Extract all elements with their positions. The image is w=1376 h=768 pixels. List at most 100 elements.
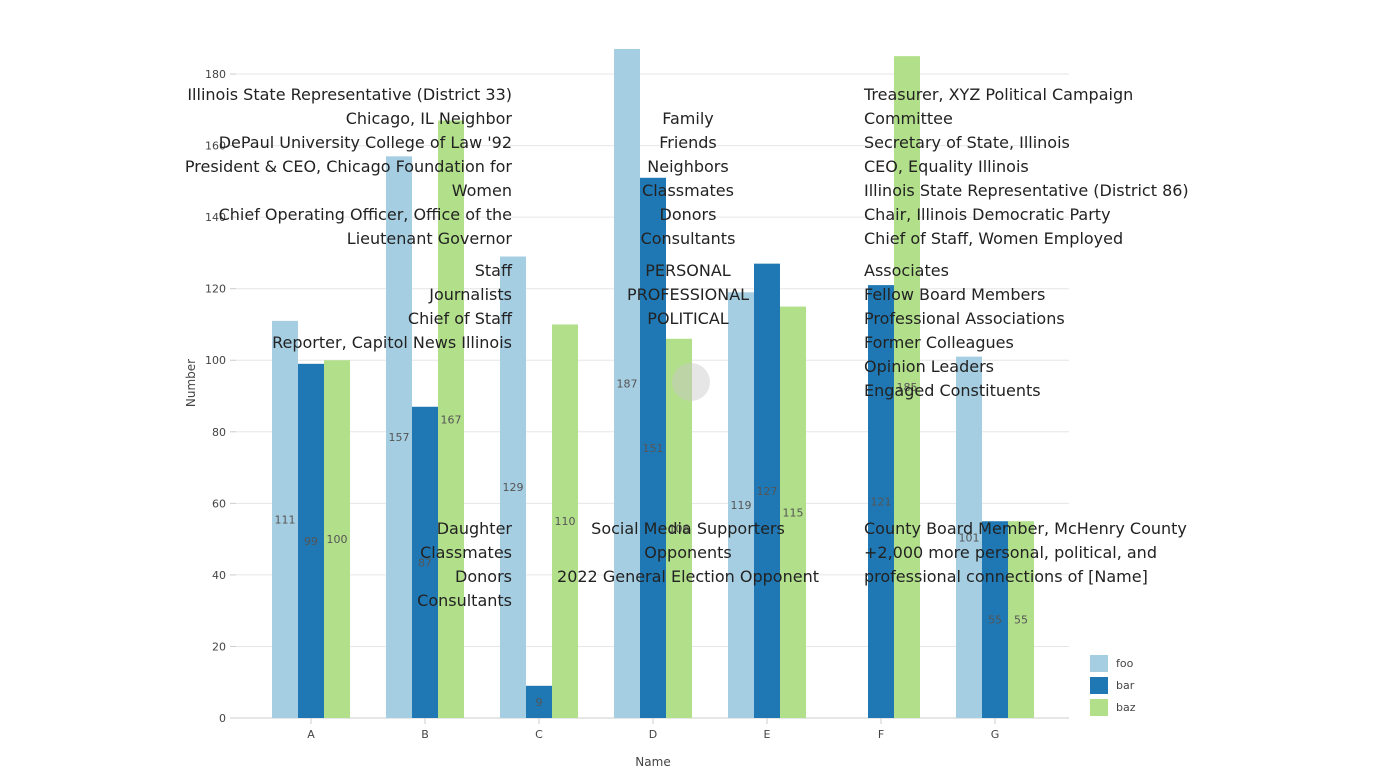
- data-label: 187: [617, 378, 638, 391]
- x-tick-label: D: [649, 728, 657, 741]
- data-label: 119: [731, 499, 752, 512]
- overlay-group: Staff Journalists Chief of Staff Reporter, …: [172, 259, 512, 355]
- overlay-line: Chair, Illinois Democratic Party: [864, 205, 1111, 224]
- overlay-line: DePaul University College of Law '92: [218, 133, 512, 152]
- bar-foo-D: [614, 49, 640, 718]
- x-tick-label: A: [307, 728, 315, 741]
- legend-label-bar[interactable]: bar: [1116, 679, 1135, 692]
- data-label: 151: [643, 442, 664, 455]
- overlay-line: Opinion Leaders: [864, 357, 994, 376]
- bar-bar-B: [412, 406, 438, 718]
- bar-bar-F: [868, 285, 894, 718]
- overlay-line: Professional Associations: [864, 309, 1065, 328]
- bar-baz-F: [894, 56, 920, 718]
- overlay-line: PERSONAL: [645, 261, 731, 280]
- y-tick-label: 0: [219, 712, 226, 725]
- overlay-line: CEO, Equality Illinois: [864, 157, 1029, 176]
- bar-foo-E: [728, 292, 754, 718]
- y-axis: 0 20 40 60 80 100 120 140 160 180: [205, 68, 236, 725]
- overlay-line: Friends: [659, 133, 717, 152]
- bar-bar-D: [640, 177, 666, 718]
- y-tick-label: 100: [205, 354, 226, 367]
- y-tick-label: 120: [205, 283, 226, 296]
- overlay-line: County Board Member, McHenry County: [864, 519, 1187, 538]
- overlay-line: Chief Operating Officer, Office of the L…: [218, 205, 512, 248]
- overlay-line: POLITICAL: [647, 309, 729, 328]
- overlay-group: Treasurer, XYZ Political Campaign Commit…: [864, 83, 1204, 251]
- x-axis-title: Name: [635, 755, 670, 768]
- overlay-line: Neighbors: [647, 157, 729, 176]
- overlay-line: Engaged Constituents: [864, 381, 1041, 400]
- data-label: 121: [871, 496, 892, 509]
- data-label: 167: [441, 413, 462, 426]
- overlay-top-center: Family Friends Neighbors Classmates Donors Co…: [568, 107, 808, 339]
- legend: foo bar baz: [1090, 655, 1136, 716]
- overlay-group: Social Media Supporters Opponents 2022 Gen…: [548, 517, 828, 589]
- bar-foo-C: [500, 256, 526, 718]
- overlay-line: Reporter, Capitol News Illinois: [272, 333, 512, 352]
- overlay-bottom-right: County Board Member, McHenry County +2,00…: [864, 517, 1204, 597]
- overlay-top-right: Treasurer, XYZ Political Campaign Commit…: [864, 83, 1204, 411]
- overlay-line: Consultants: [417, 591, 512, 610]
- bar-baz-D: [666, 338, 692, 718]
- data-label: 157: [389, 431, 410, 444]
- y-tick-label: 160: [205, 140, 226, 153]
- legend-label-baz[interactable]: baz: [1116, 701, 1136, 714]
- overlay-line: Social Media Supporters: [591, 519, 785, 538]
- bar-bar-C: [526, 685, 552, 718]
- bar-bar-G: [982, 521, 1008, 718]
- data-label: 100: [327, 533, 348, 546]
- overlay-line: PROFESSIONAL: [626, 285, 750, 304]
- data-label: 115: [783, 506, 804, 519]
- y-tick-label: 40: [212, 569, 226, 582]
- data-label: 87: [418, 556, 432, 569]
- overlay-line: Former Colleagues: [864, 333, 1014, 352]
- overlay-group: Associates Fellow Board Members Profession…: [864, 259, 1204, 403]
- overlay-line: Chicago, IL Neighbor: [345, 109, 512, 128]
- bar-series: [272, 49, 1034, 719]
- data-labels: 111 157 129 187 119 101 99 87 9 151 127 121 55 100 167…: [275, 378, 1029, 709]
- data-label: 9: [536, 696, 543, 709]
- x-tick-label: E: [764, 728, 771, 741]
- data-label: 185: [897, 381, 918, 394]
- overlay-group: County Board Member, McHenry County +2,00…: [864, 517, 1204, 589]
- overlay-line: Donors: [659, 205, 717, 224]
- overlay-line: Classmates: [642, 181, 734, 200]
- legend-label-foo[interactable]: foo: [1116, 657, 1134, 670]
- bar-baz-E: [780, 306, 806, 718]
- bar-bar-A: [298, 363, 324, 718]
- overlay-line: Consultants: [640, 229, 736, 248]
- overlay-group: Family Friends Neighbors Classmates Donors Co…: [568, 107, 808, 251]
- legend-swatch-bar[interactable]: [1090, 677, 1108, 694]
- data-label: 99: [304, 535, 318, 548]
- x-tick-label: G: [991, 728, 1000, 741]
- overlay-line: Daughter: [436, 519, 512, 538]
- y-axis-title: Number: [184, 359, 198, 407]
- overlay-line: Fellow Board Members: [864, 285, 1046, 304]
- overlay-line: Illinois State Representative (District …: [864, 181, 1189, 200]
- bar-baz-B: [438, 120, 464, 719]
- overlay-line: Treasurer, XYZ Political Campaign Commit…: [864, 85, 1134, 128]
- data-label: 55: [988, 614, 1002, 627]
- y-tick-label: 80: [212, 426, 226, 439]
- overlay-line: Chief of Staff: [407, 309, 512, 328]
- bar-foo-B: [386, 156, 412, 719]
- bar-baz-C: [552, 324, 578, 718]
- overlay-group: PERSONAL PROFESSIONAL POLITICAL: [568, 259, 808, 331]
- overlay-group: Daughter Classmates Donors Consultants: [172, 517, 512, 613]
- y-tick-label: 60: [212, 497, 226, 510]
- overlay-line: 2022 General Election Opponent: [557, 567, 819, 586]
- legend-swatch-foo[interactable]: [1090, 655, 1108, 672]
- overlay-line: Associates: [864, 261, 949, 280]
- bar-baz-G: [1008, 521, 1034, 718]
- overlay-line: Illinois State Representative (District …: [187, 85, 512, 104]
- bar-foo-G: [956, 356, 982, 718]
- y-tick-label: 20: [212, 640, 226, 653]
- data-label: 55: [1014, 614, 1028, 627]
- overlay-line: Opponents: [644, 543, 732, 562]
- x-tick-label: C: [535, 728, 543, 741]
- legend-swatch-baz[interactable]: [1090, 699, 1108, 716]
- bar-foo-A: [272, 320, 298, 718]
- overlay-line: Chief of Staff, Women Employed: [864, 229, 1124, 248]
